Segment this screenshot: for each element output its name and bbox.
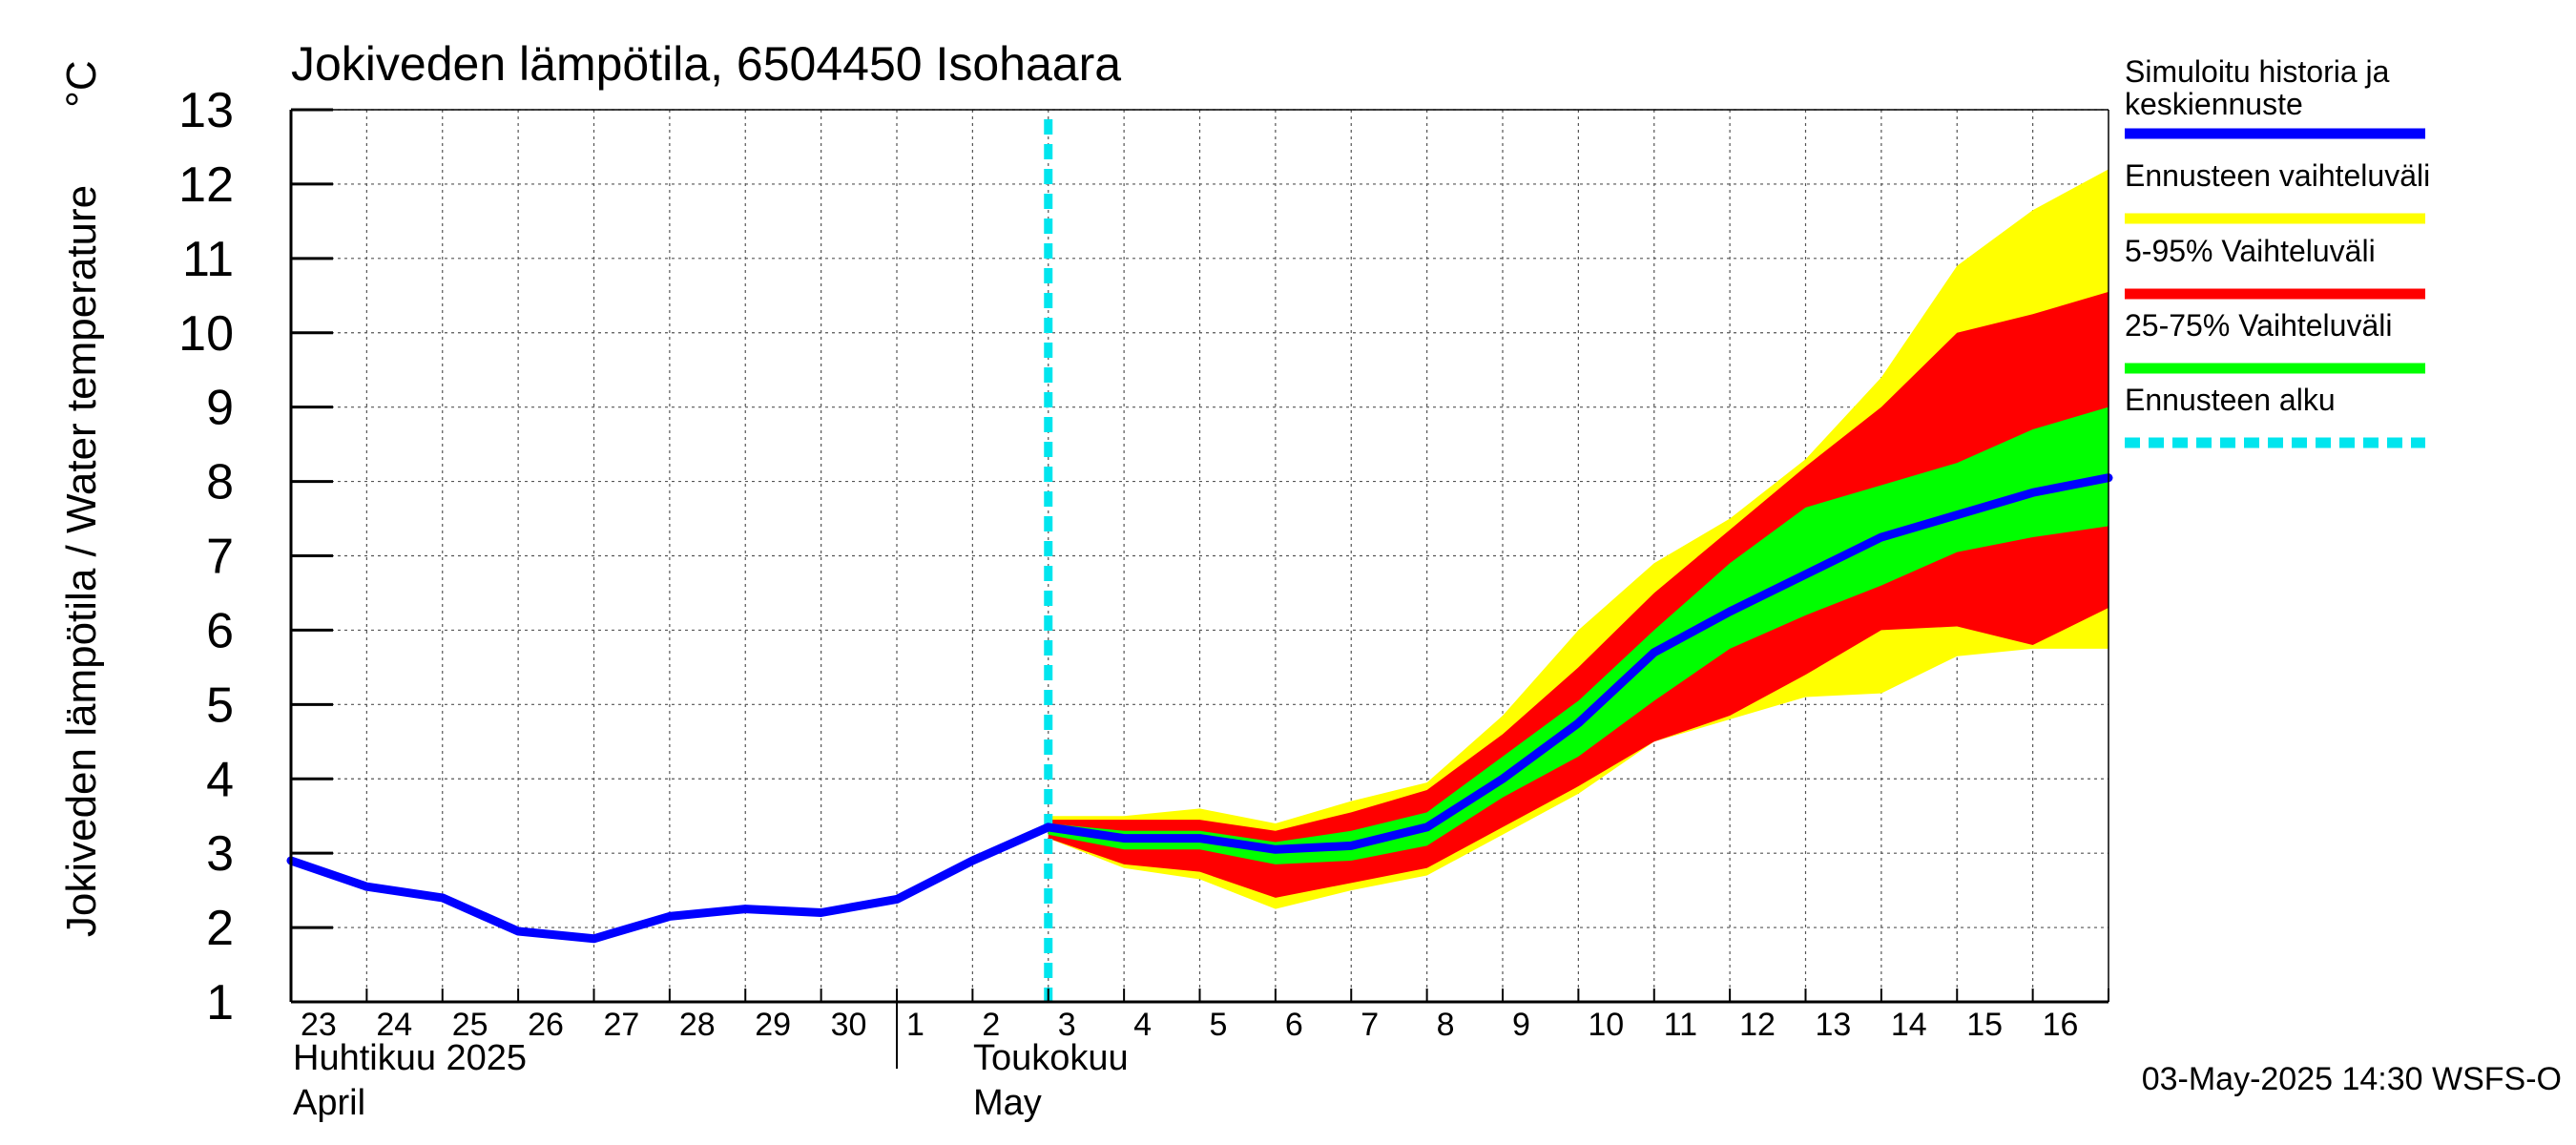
legend-label: 25-75% Vaihteluväli bbox=[2125, 308, 2392, 343]
x-day-label: 15 bbox=[1966, 1007, 2003, 1043]
month-label-en: April bbox=[293, 1083, 365, 1123]
y-tick-label: 7 bbox=[206, 530, 234, 585]
history-line bbox=[286, 822, 1053, 944]
legend-label: Simuloitu historia ja bbox=[2125, 54, 2390, 89]
x-day-label: 6 bbox=[1285, 1007, 1303, 1043]
y-tick-label: 5 bbox=[206, 677, 234, 733]
y-tick-label: 2 bbox=[206, 901, 234, 956]
y-tick-label: 6 bbox=[206, 603, 234, 658]
y-tick-label: 11 bbox=[182, 232, 234, 287]
y-axis-label: Jokiveden lämpötila / Water temperature bbox=[58, 185, 105, 937]
legend-label: Ennusteen alku bbox=[2125, 383, 2336, 417]
x-day-label: 5 bbox=[1210, 1007, 1228, 1043]
x-day-label: 26 bbox=[528, 1007, 564, 1043]
series-lines bbox=[286, 119, 2113, 1002]
x-day-label: 11 bbox=[1664, 1007, 1697, 1043]
x-day-label: 2 bbox=[982, 1007, 1000, 1043]
p25-p75-band bbox=[1048, 406, 2109, 864]
x-day-label: 8 bbox=[1437, 1007, 1455, 1043]
x-day-label: 28 bbox=[679, 1007, 716, 1043]
y-tick-label: 3 bbox=[206, 826, 234, 882]
x-day-label: 25 bbox=[452, 1007, 488, 1043]
month-label-fi: Huhtikuu 2025 bbox=[293, 1038, 527, 1078]
x-day-label: 30 bbox=[831, 1007, 867, 1043]
x-day-label: 23 bbox=[301, 1007, 337, 1043]
x-day-label: 10 bbox=[1588, 1007, 1624, 1043]
y-tick-label: 8 bbox=[206, 455, 234, 510]
legend-label: Ennusteen vaihteluväli bbox=[2125, 158, 2430, 193]
legend-label: 5-95% Vaihteluväli bbox=[2125, 234, 2376, 268]
y-tick-label: 9 bbox=[206, 381, 234, 436]
footer-timestamp: 03-May-2025 14:30 WSFS-O bbox=[2142, 1061, 2562, 1097]
plot-axes bbox=[289, 108, 2109, 1069]
x-day-label: 9 bbox=[1512, 1007, 1530, 1043]
x-day-label: 29 bbox=[755, 1007, 791, 1043]
month-label-en: May bbox=[973, 1083, 1042, 1123]
chart-title: Jokiveden lämpötila, 6504450 Isohaara bbox=[291, 37, 1121, 91]
x-day-label: 16 bbox=[2043, 1007, 2079, 1043]
x-day-label: 4 bbox=[1133, 1007, 1152, 1043]
x-day-label: 3 bbox=[1058, 1007, 1076, 1043]
legend-label: keskiennuste bbox=[2125, 87, 2303, 121]
p5-p95-band bbox=[1048, 291, 2109, 898]
y-tick-label: 1 bbox=[206, 975, 234, 1030]
x-day-label: 14 bbox=[1891, 1007, 1927, 1043]
x-day-label: 1 bbox=[906, 1007, 924, 1043]
y-tick-label: 13 bbox=[178, 83, 234, 138]
x-day-label: 24 bbox=[376, 1007, 412, 1043]
y-tick-label: 12 bbox=[178, 157, 234, 213]
median-forecast-line bbox=[1044, 473, 2113, 854]
x-day-label: 27 bbox=[604, 1007, 640, 1043]
x-day-label: 12 bbox=[1739, 1007, 1776, 1043]
y-axis-unit: °C bbox=[58, 60, 105, 107]
y-tick-label: 4 bbox=[206, 752, 234, 807]
month-label-fi: Toukokuu bbox=[973, 1038, 1129, 1078]
y-tick-label: 10 bbox=[178, 306, 234, 362]
x-day-label: 13 bbox=[1816, 1007, 1852, 1043]
x-day-label: 7 bbox=[1361, 1007, 1379, 1043]
